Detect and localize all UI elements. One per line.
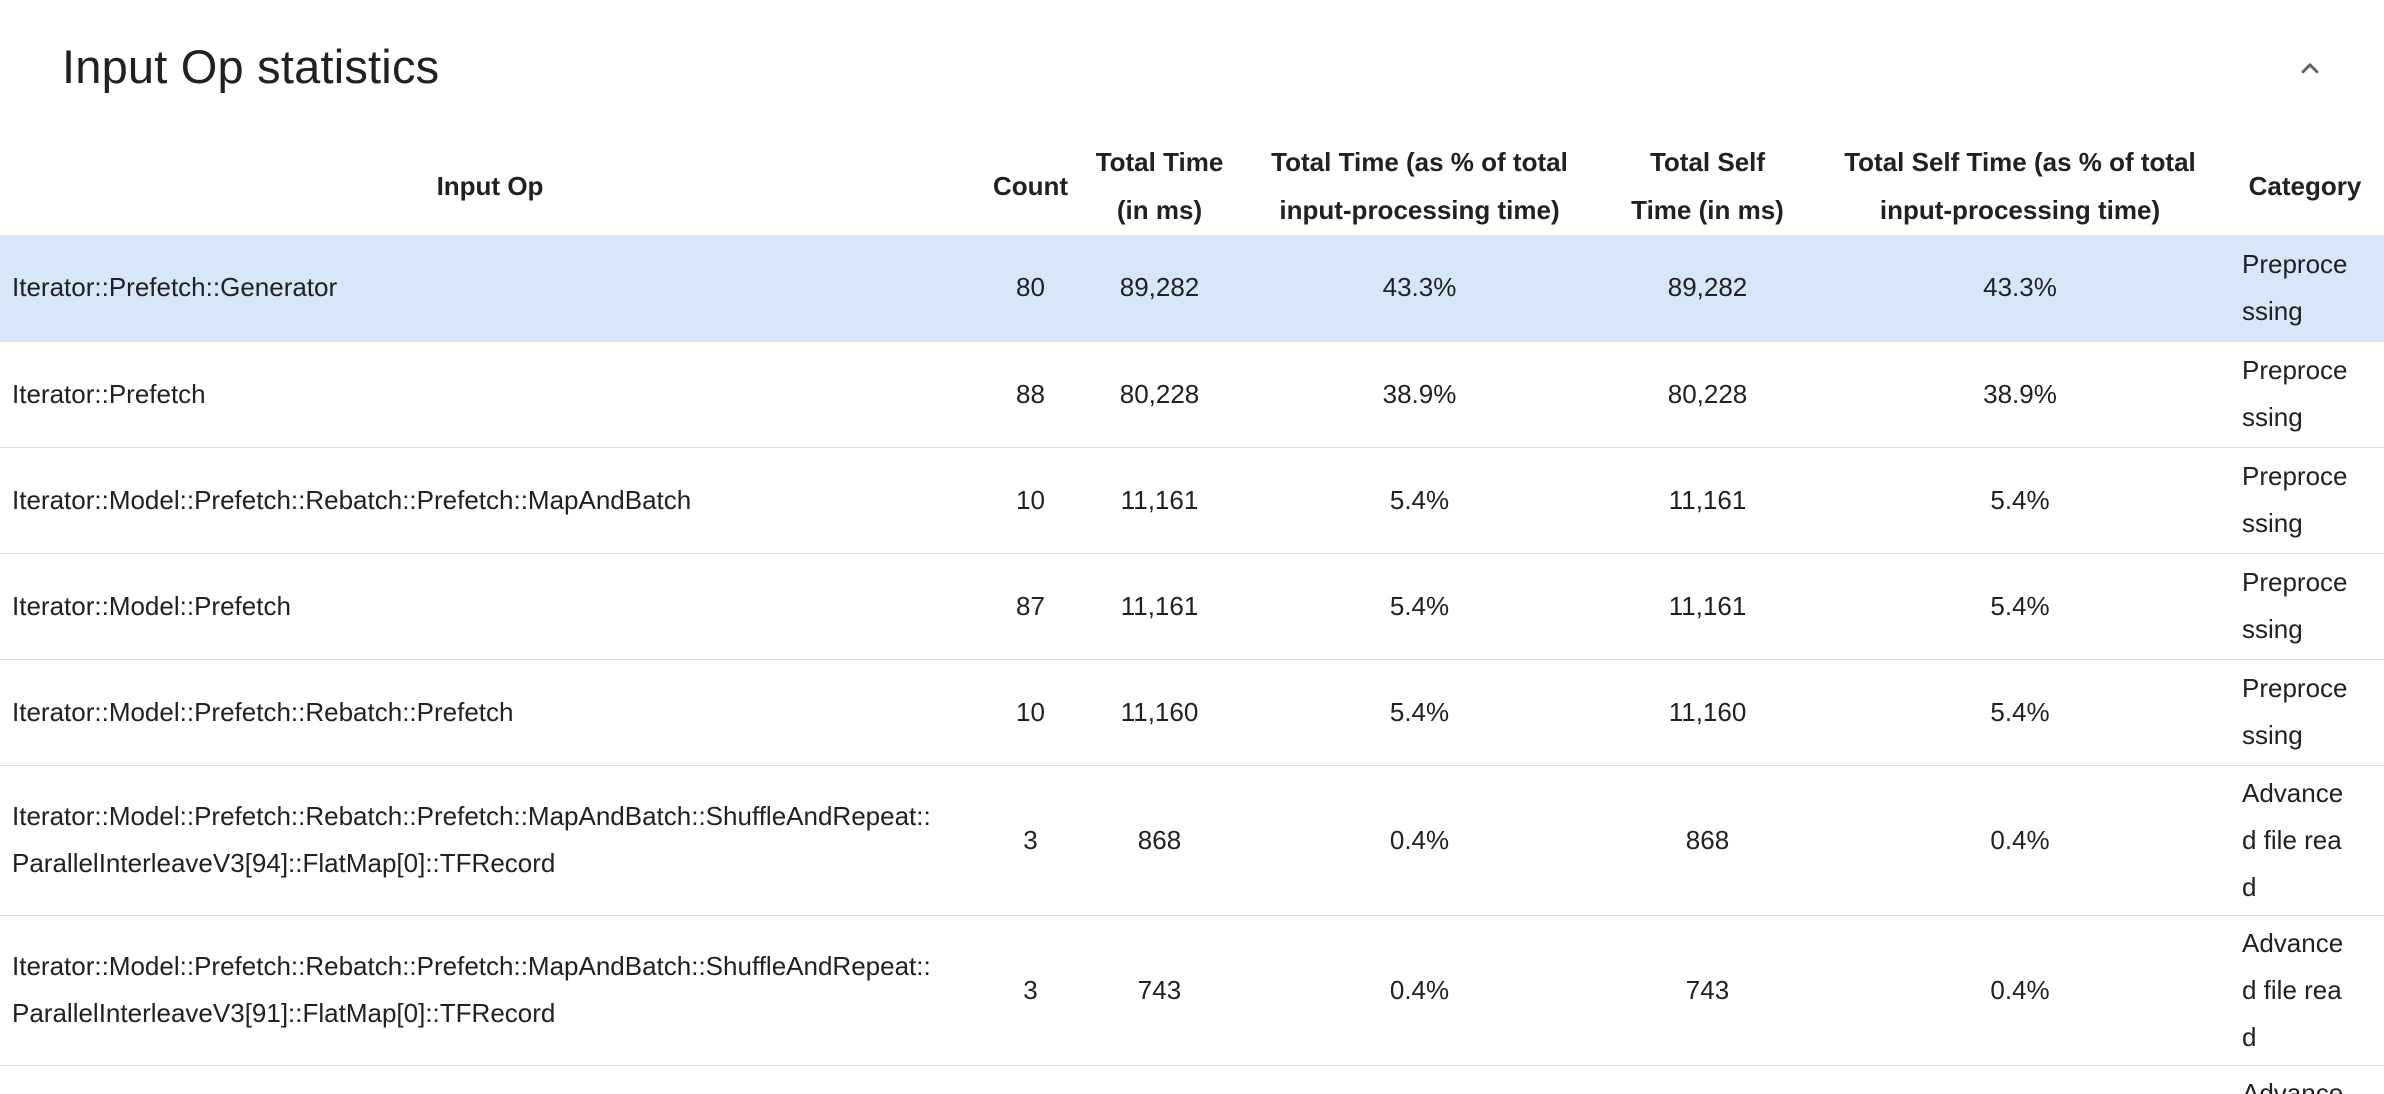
cell-self-time: 11,160	[1601, 659, 1814, 766]
input-op-stats-table: Input Op Count Total Time (in ms) Total …	[0, 137, 2384, 1094]
cell-category: Preprocessing	[2226, 553, 2384, 660]
header-row: Input Op Count Total Time (in ms) Total …	[0, 137, 2384, 235]
cell-self-time: 521	[1601, 1065, 1814, 1094]
cell-count: 10	[980, 447, 1081, 554]
cell-total-time: 89,282	[1081, 235, 1238, 342]
cell-total-time-pct: 5.4%	[1238, 659, 1601, 766]
cell-self-time-pct: 5.4%	[1814, 447, 2226, 554]
cell-self-time: 89,282	[1601, 235, 1814, 342]
cell-total-time: 11,161	[1081, 553, 1238, 660]
table-header: Input Op Count Total Time (in ms) Total …	[0, 137, 2384, 235]
column-header-category: Category	[2248, 171, 2362, 201]
card-header: Input Op statistics	[0, 0, 2384, 95]
cell-count: 80	[980, 235, 1081, 342]
cell-category: Preprocessing	[2226, 341, 2384, 448]
column-header-total-time-pct: Total Time (as % of total input-processi…	[1271, 147, 1568, 225]
column-header-self-time-pct: Total Self Time (as % of total input-pro…	[1844, 147, 2196, 225]
collapse-button[interactable]	[2294, 52, 2326, 84]
table-row[interactable]: Iterator::Model::Prefetch 87 11,161 5.4%…	[0, 553, 2384, 660]
cell-self-time-pct: 5.4%	[1814, 553, 2226, 660]
cell-self-time-pct: 5.4%	[1814, 659, 2226, 766]
table-row[interactable]: Iterator::Prefetch 88 80,228 38.9% 80,22…	[0, 341, 2384, 448]
cell-input-op: Iterator::Model::Prefetch	[0, 553, 980, 660]
cell-count: 3	[980, 1065, 1081, 1094]
cell-count: 10	[980, 659, 1081, 766]
cell-total-time-pct: 5.4%	[1238, 447, 1601, 554]
cell-total-time-pct: 0.3%	[1238, 1065, 1601, 1094]
cell-self-time-pct: 0.4%	[1814, 915, 2226, 1066]
cell-total-time: 743	[1081, 915, 1238, 1066]
cell-category: Advanced file read	[2226, 915, 2384, 1066]
column-header-total-time: Total Time (in ms)	[1095, 147, 1224, 225]
table-row[interactable]: Iterator::Model::Prefetch::Rebatch::Pref…	[0, 915, 2384, 1066]
cell-input-op: Iterator::Model::Prefetch::Rebatch::Pref…	[0, 915, 980, 1066]
cell-self-time: 11,161	[1601, 553, 1814, 660]
cell-total-time-pct: 43.3%	[1238, 235, 1601, 342]
table-row[interactable]: Iterator::Model::Prefetch::Rebatch::Pref…	[0, 659, 2384, 766]
cell-self-time: 868	[1601, 765, 1814, 916]
table-row[interactable]: Iterator::Model::Prefetch::Rebatch::Pref…	[0, 765, 2384, 916]
cell-category: Advanced file read	[2226, 765, 2384, 916]
cell-self-time-pct: 0.3%	[1814, 1065, 2226, 1094]
column-header-input-op: Input Op	[436, 171, 544, 201]
table-row[interactable]: Iterator::Model::Prefetch::Rebatch::Pref…	[0, 447, 2384, 554]
cell-total-time: 521	[1081, 1065, 1238, 1094]
cell-self-time: 11,161	[1601, 447, 1814, 554]
column-header-count: Count	[992, 171, 1069, 201]
cell-self-time: 743	[1601, 915, 1814, 1066]
cell-self-time-pct: 38.9%	[1814, 341, 2226, 448]
cell-total-time-pct: 5.4%	[1238, 553, 1601, 660]
cell-category: Preprocessing	[2226, 447, 2384, 554]
cell-input-op: Iterator::Prefetch	[0, 341, 980, 448]
table-row[interactable]: Iterator::Prefetch::Generator 80 89,282 …	[0, 235, 2384, 342]
cell-input-op: Iterator::Model::Prefetch::Rebatch::Pref…	[0, 659, 980, 766]
cell-self-time-pct: 0.4%	[1814, 765, 2226, 916]
cell-total-time: 868	[1081, 765, 1238, 916]
cell-input-op: Iterator::Model::Prefetch::Rebatch::Pref…	[0, 765, 980, 916]
column-header-self-time: Total Self Time (in ms)	[1631, 147, 1784, 225]
cell-input-op: Iterator::Prefetch::Generator	[0, 235, 980, 342]
chevron-up-icon	[2294, 63, 2326, 87]
cell-total-time: 11,161	[1081, 447, 1238, 554]
table-body: Iterator::Prefetch::Generator 80 89,282 …	[0, 235, 2384, 1094]
cell-total-time-pct: 0.4%	[1238, 915, 1601, 1066]
cell-count: 3	[980, 915, 1081, 1066]
cell-category: Advanced file read	[2226, 1065, 2384, 1094]
cell-count: 87	[980, 553, 1081, 660]
cell-input-op: Iterator::Model::Prefetch::Rebatch::Pref…	[0, 447, 980, 554]
section-title: Input Op statistics	[62, 40, 440, 93]
cell-input-op: Iterator::Model::Prefetch::Rebatch::Pref…	[0, 1065, 980, 1094]
table-row[interactable]: Iterator::Model::Prefetch::Rebatch::Pref…	[0, 1065, 2384, 1094]
cell-category: Preprocessing	[2226, 659, 2384, 766]
cell-self-time-pct: 43.3%	[1814, 235, 2226, 342]
cell-count: 88	[980, 341, 1081, 448]
cell-total-time-pct: 0.4%	[1238, 765, 1601, 916]
cell-total-time: 80,228	[1081, 341, 1238, 448]
cell-count: 3	[980, 765, 1081, 916]
cell-category: Preprocessing	[2226, 235, 2384, 342]
cell-self-time: 80,228	[1601, 341, 1814, 448]
cell-total-time: 11,160	[1081, 659, 1238, 766]
cell-total-time-pct: 38.9%	[1238, 341, 1601, 448]
